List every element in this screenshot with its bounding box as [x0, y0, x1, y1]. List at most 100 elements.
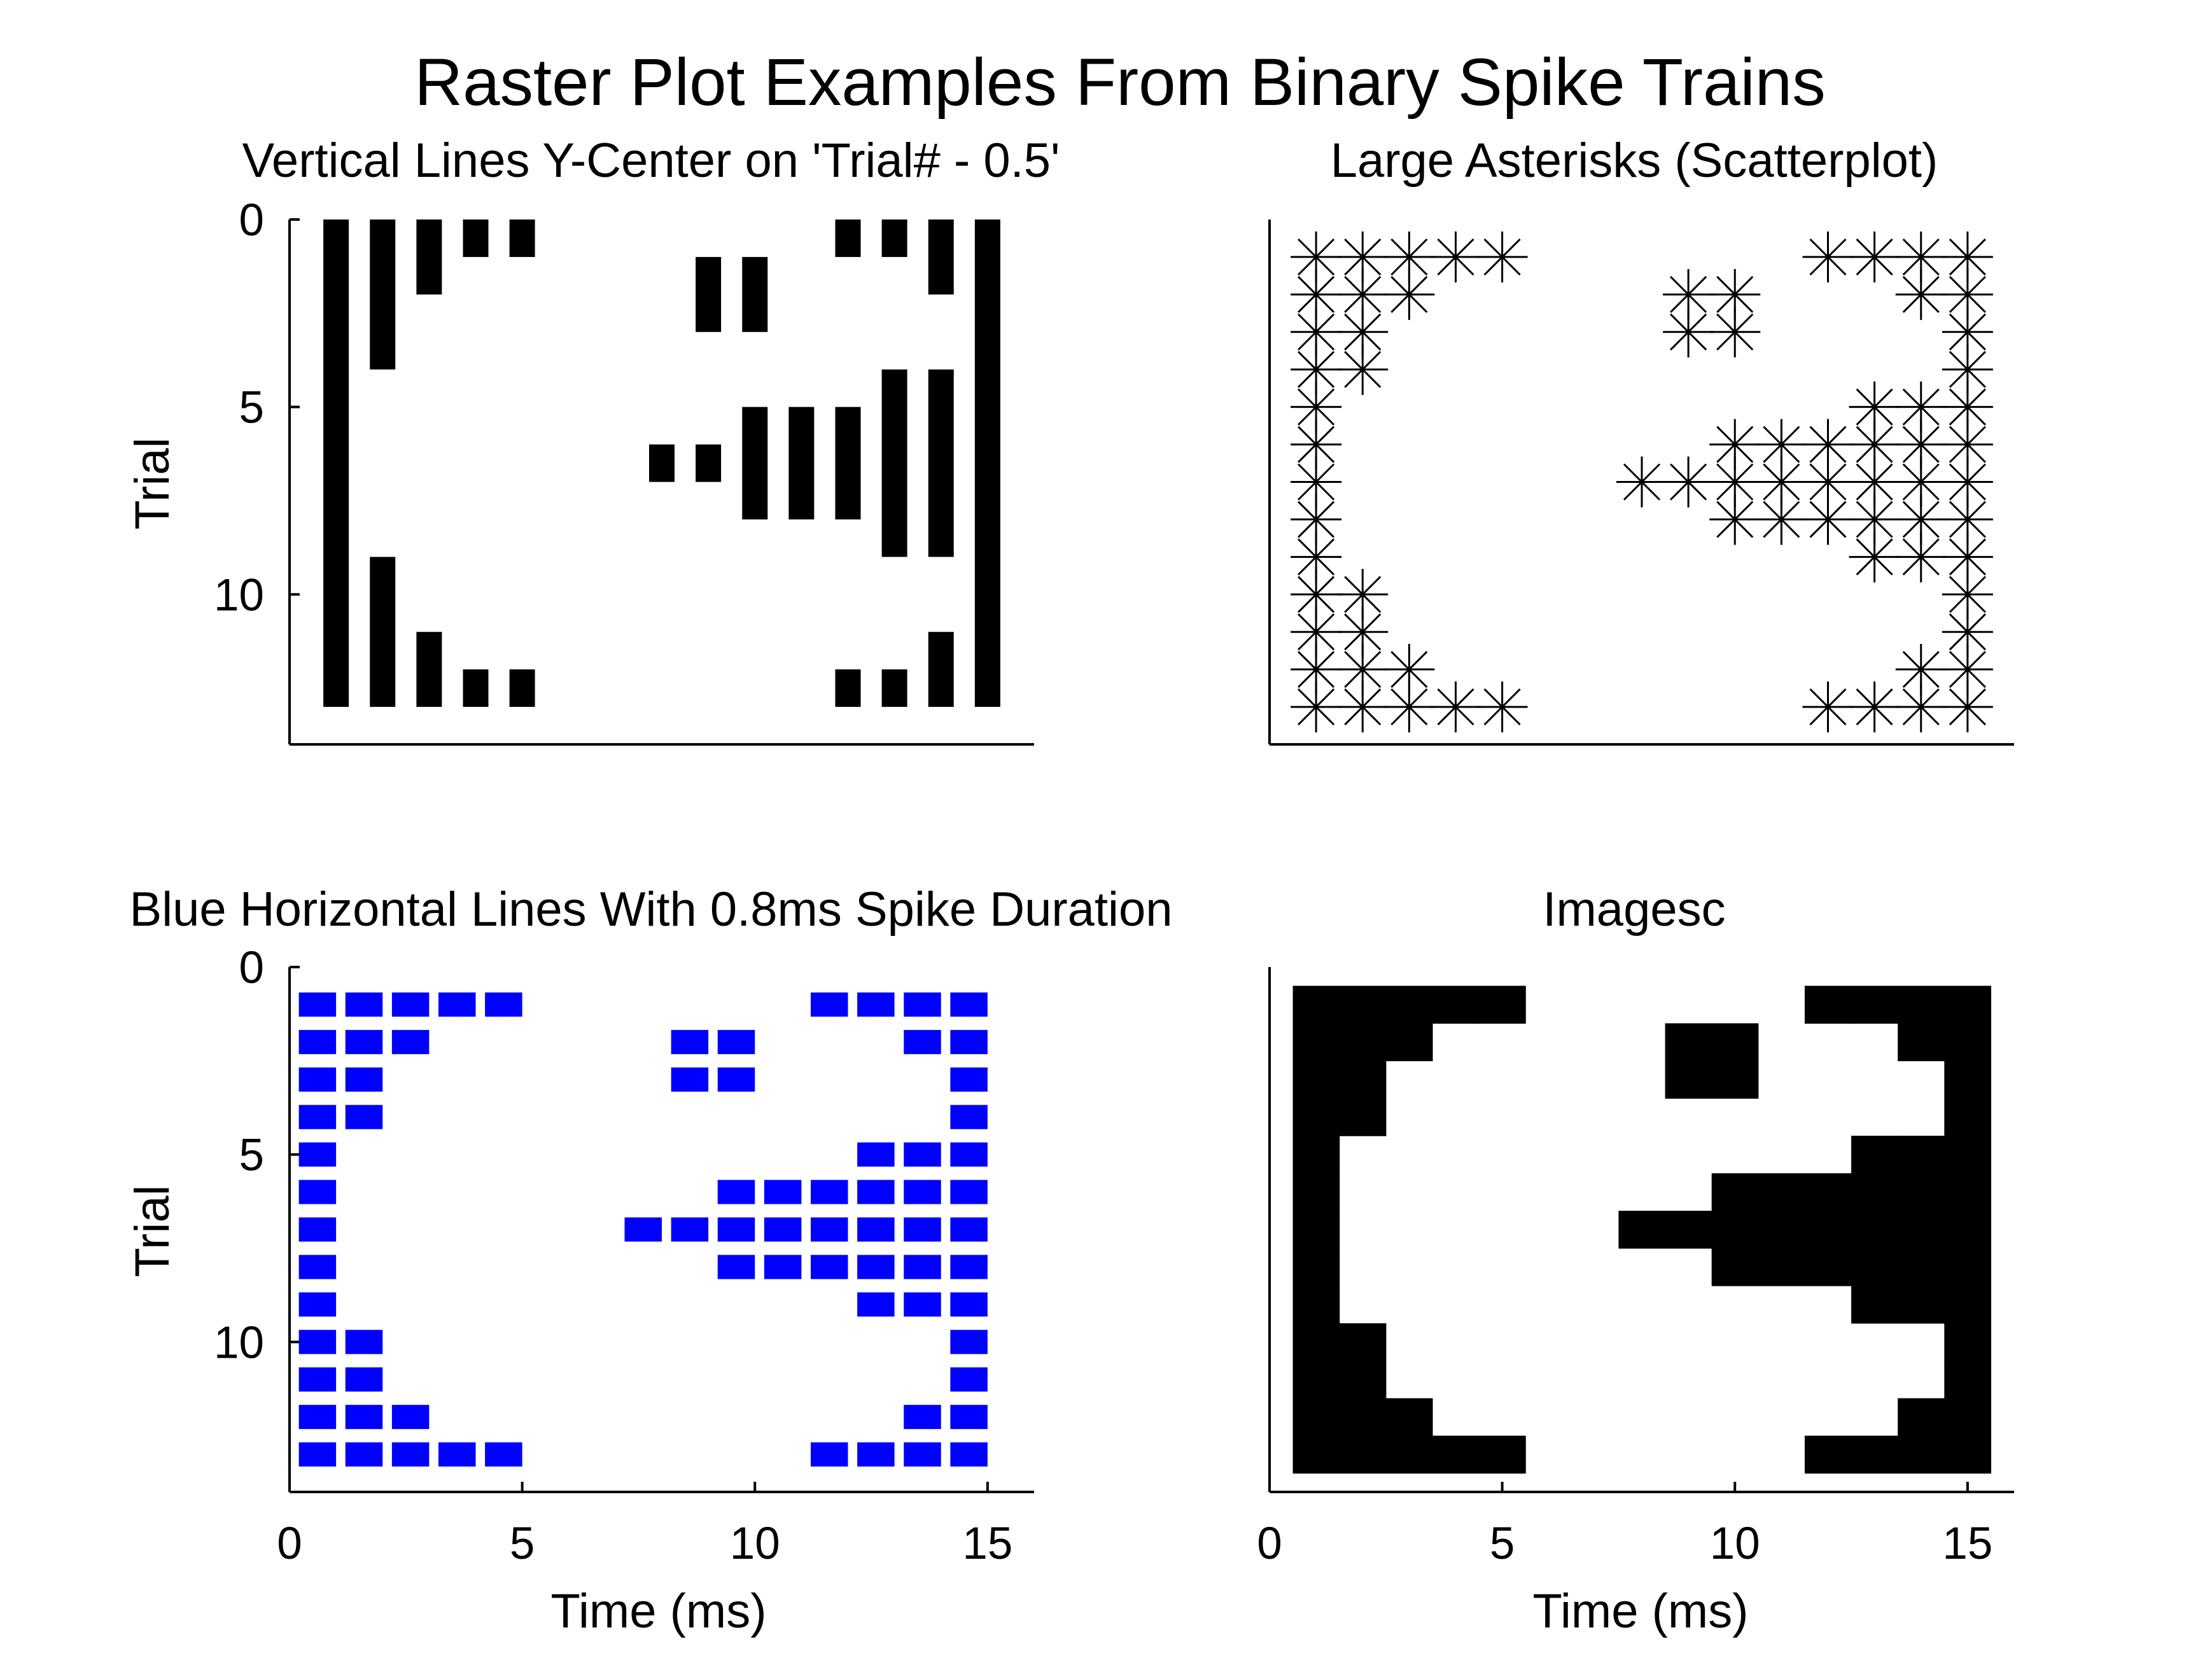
spike-asterisk — [1476, 231, 1528, 282]
spike-asterisk — [1709, 494, 1761, 545]
heatmap-cell — [1851, 986, 1898, 1024]
spike-asterisk — [1337, 606, 1389, 658]
spike-line — [391, 1029, 430, 1054]
spike-line — [345, 1405, 383, 1430]
spike-line — [857, 1255, 895, 1279]
spike-asterisk — [1802, 419, 1854, 470]
heatmap-cell — [1292, 1398, 1340, 1437]
spike-line — [904, 1029, 941, 1054]
spike-line — [811, 1442, 848, 1467]
y-tick-label: 0 — [239, 195, 265, 246]
spike-asterisk — [1709, 268, 1761, 320]
spike-asterisk — [1942, 456, 1993, 508]
spike-line — [298, 1367, 337, 1392]
spike-asterisk — [1895, 644, 1947, 695]
spike-asterisk — [1709, 456, 1761, 508]
heatmap-cell — [1385, 1435, 1433, 1474]
heatmap-cell — [1292, 1098, 1340, 1136]
spike-line — [950, 992, 988, 1017]
spike-asterisk — [1337, 344, 1389, 395]
spike-asterisk — [1802, 494, 1854, 545]
heatmap-cell — [1851, 1211, 1898, 1249]
spike-line — [463, 669, 489, 707]
heatmap-cell — [1898, 1248, 1945, 1286]
spike-asterisk — [1942, 344, 1993, 395]
heatmap-cell — [1385, 986, 1433, 1024]
heatmap-cell — [1944, 1360, 1992, 1399]
heatmap-cell — [1339, 1360, 1387, 1399]
panel-title: Large Asterisks (Scatterplot) — [1331, 134, 1938, 188]
y-tick-label: 5 — [239, 383, 265, 433]
spike-line — [928, 632, 954, 707]
spike-asterisk — [1291, 381, 1342, 433]
panel-title: Vertical Lines Y-Center on 'Trial# - 0.5… — [242, 134, 1060, 188]
heatmap-cell — [1385, 1023, 1433, 1061]
spike-asterisk — [1337, 681, 1389, 733]
axes: 0 5 10 0 5 10 15 — [214, 943, 1034, 1569]
spike-asterisk — [1663, 306, 1714, 358]
x-tick-label: 5 — [1490, 1519, 1515, 1569]
axes: 0 5 10 15 — [1257, 967, 2014, 1569]
spike-line — [835, 407, 861, 520]
spike-line — [671, 1217, 709, 1242]
heatmap-cell — [1944, 1211, 1992, 1249]
spike-asterisk — [1663, 268, 1714, 320]
heatmap-cell — [1339, 986, 1387, 1024]
heatmap-cell — [1432, 1435, 1480, 1474]
spike-line — [950, 1104, 988, 1129]
heatmap-cell — [1339, 1061, 1387, 1099]
spike-line — [717, 1180, 755, 1204]
heatmap-cell — [1339, 1023, 1387, 1061]
heatmap-cell — [1292, 1211, 1340, 1249]
heatmap-cell — [1292, 1023, 1340, 1061]
spike-asterisk — [1942, 494, 1993, 545]
heatmap-cell — [1292, 1136, 1340, 1174]
spike-line — [764, 1217, 802, 1242]
spike-line — [298, 1067, 337, 1092]
figure-title: Raster Plot Examples From Binary Spike T… — [414, 45, 1825, 120]
spike-line — [835, 669, 861, 707]
spike-asterisk — [1709, 419, 1761, 470]
spike-asterisk — [1291, 419, 1342, 470]
spike-line — [298, 1029, 337, 1054]
axes: 0 5 10 — [214, 195, 1034, 746]
axes — [1268, 219, 2014, 746]
x-tick-label: 15 — [1942, 1519, 1992, 1569]
heatmap-cell — [1851, 1173, 1898, 1211]
heatmap-cell — [1898, 1398, 1945, 1437]
spike-asterisk — [1383, 644, 1435, 695]
heatmap-cell — [1665, 1061, 1712, 1099]
spike-line — [904, 1180, 941, 1204]
heatmap-cell — [1292, 1173, 1340, 1211]
heatmap-cell — [1898, 1211, 1945, 1249]
spike-line — [671, 1029, 709, 1054]
spike-asterisk — [1895, 456, 1947, 508]
spike-line — [950, 1067, 988, 1092]
heatmap-cell — [1479, 986, 1526, 1024]
spike-asterisk — [1383, 681, 1435, 733]
heatmap-cell — [1292, 1248, 1340, 1286]
heatmap-cell — [1944, 1173, 1992, 1211]
spike-line — [485, 992, 522, 1017]
spike-asterisk — [1291, 306, 1342, 358]
heatmap-cell — [1292, 1435, 1340, 1474]
spike-line — [835, 219, 861, 257]
spike-asterisk — [1942, 531, 1993, 583]
heatmap-cell — [1944, 1248, 1992, 1286]
spike-line — [857, 1292, 895, 1317]
spike-line — [298, 1104, 337, 1129]
heatmap-cell — [1944, 1098, 1992, 1136]
spike-line — [671, 1067, 709, 1092]
heatmap-cell — [1665, 1211, 1712, 1249]
spike-line — [509, 219, 535, 257]
spike-line — [345, 1029, 383, 1054]
spike-line — [298, 1255, 337, 1279]
spike-marks — [298, 992, 988, 1467]
spike-line — [649, 444, 675, 482]
spike-line — [696, 256, 722, 332]
spike-line — [928, 369, 954, 557]
spike-asterisk — [1895, 231, 1947, 282]
heatmap-cell — [1339, 1398, 1387, 1437]
spike-asterisk — [1383, 268, 1435, 320]
spike-marks — [323, 219, 1000, 707]
